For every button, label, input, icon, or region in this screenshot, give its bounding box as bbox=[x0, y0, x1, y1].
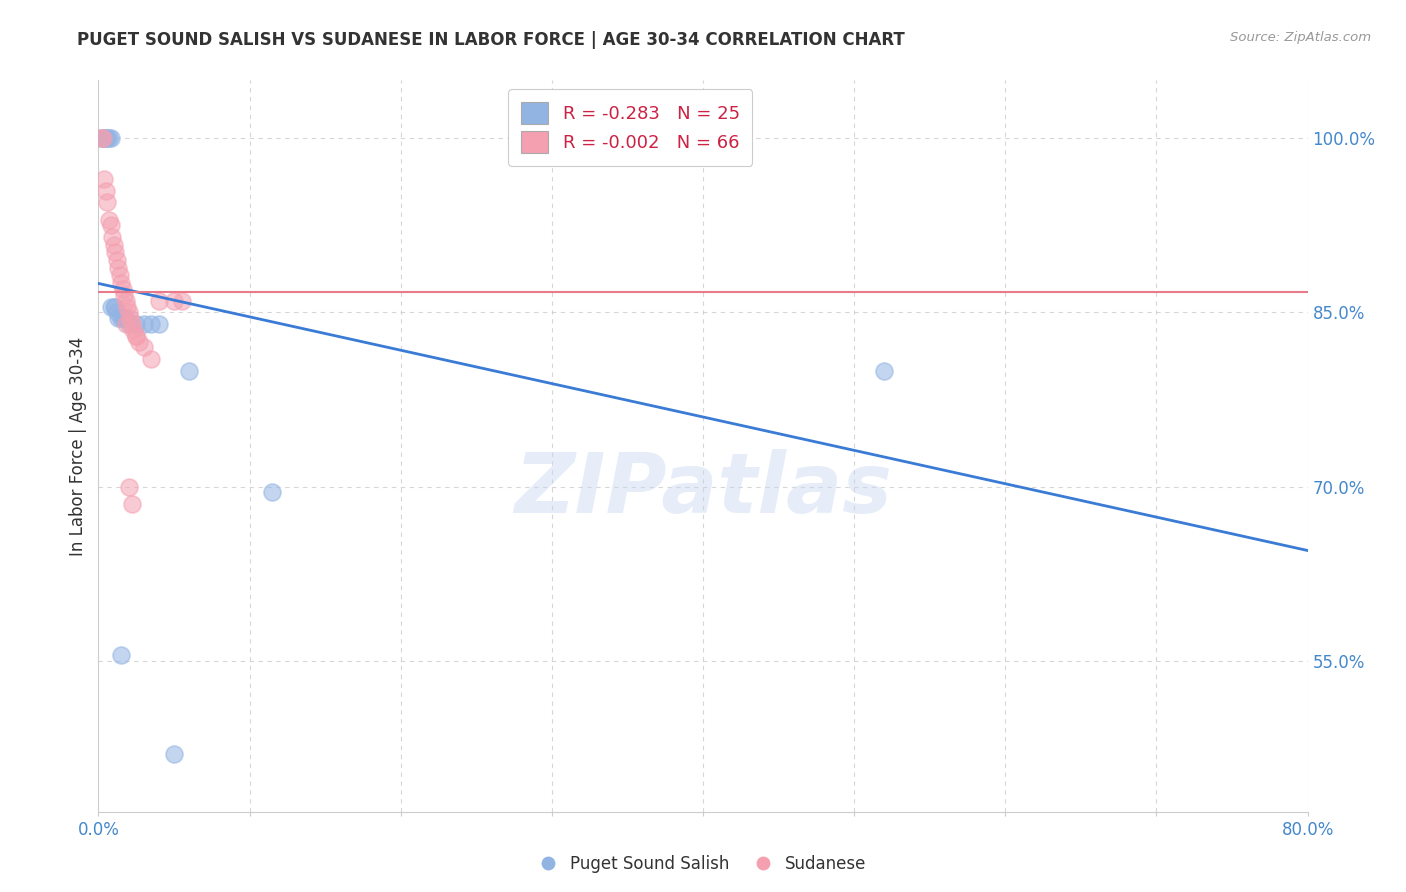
Point bbox=[170, 293, 193, 308]
Point bbox=[105, 253, 128, 268]
Legend: Puget Sound Salish, Sudanese: Puget Sound Salish, Sudanese bbox=[533, 848, 873, 880]
Point bbox=[118, 480, 141, 494]
Point bbox=[125, 328, 148, 343]
Legend: R = -0.283   N = 25, R = -0.002   N = 66: R = -0.283 N = 25, R = -0.002 N = 66 bbox=[509, 89, 752, 166]
Point bbox=[91, 131, 114, 145]
Point bbox=[98, 212, 121, 227]
Point bbox=[104, 245, 127, 260]
Point bbox=[94, 131, 117, 145]
Point bbox=[118, 317, 141, 331]
Text: Source: ZipAtlas.com: Source: ZipAtlas.com bbox=[1230, 31, 1371, 45]
Point bbox=[122, 323, 145, 337]
Point bbox=[93, 131, 115, 145]
Point bbox=[110, 277, 132, 291]
Point bbox=[112, 311, 135, 326]
Point bbox=[96, 195, 118, 210]
Point bbox=[141, 317, 163, 331]
Point bbox=[94, 184, 117, 198]
Point bbox=[100, 300, 122, 314]
Point bbox=[100, 131, 122, 145]
Point bbox=[148, 317, 170, 331]
Point bbox=[132, 340, 155, 354]
Y-axis label: In Labor Force | Age 30-34: In Labor Force | Age 30-34 bbox=[69, 336, 87, 556]
Point bbox=[111, 282, 134, 296]
Point bbox=[90, 131, 112, 145]
Point bbox=[114, 317, 136, 331]
Point bbox=[91, 131, 114, 145]
Point bbox=[112, 288, 135, 302]
Point bbox=[148, 293, 170, 308]
Point bbox=[118, 305, 141, 319]
Point bbox=[114, 311, 136, 326]
Point bbox=[96, 131, 118, 145]
Point bbox=[103, 300, 125, 314]
Point bbox=[110, 311, 132, 326]
Point bbox=[132, 317, 155, 331]
Point bbox=[141, 351, 163, 366]
Point bbox=[125, 317, 148, 331]
Point bbox=[107, 311, 129, 326]
Point bbox=[121, 317, 143, 331]
Point bbox=[179, 363, 201, 377]
Point bbox=[262, 485, 284, 500]
Point bbox=[105, 305, 128, 319]
Point bbox=[107, 261, 129, 276]
Point bbox=[104, 300, 127, 314]
Text: ZIPatlas: ZIPatlas bbox=[515, 450, 891, 531]
Point bbox=[873, 363, 896, 377]
Point bbox=[163, 293, 186, 308]
Point bbox=[163, 747, 186, 761]
Point bbox=[110, 648, 132, 662]
Point bbox=[98, 131, 121, 145]
Point bbox=[111, 311, 134, 326]
Point bbox=[93, 172, 115, 186]
Point bbox=[115, 300, 138, 314]
Point bbox=[125, 328, 148, 343]
Point bbox=[128, 334, 150, 349]
Point bbox=[108, 268, 131, 283]
Point bbox=[121, 497, 143, 511]
Point bbox=[101, 230, 124, 244]
Point bbox=[90, 131, 112, 145]
Point bbox=[114, 293, 136, 308]
Point bbox=[103, 238, 125, 252]
Point bbox=[100, 219, 122, 233]
Text: PUGET SOUND SALISH VS SUDANESE IN LABOR FORCE | AGE 30-34 CORRELATION CHART: PUGET SOUND SALISH VS SUDANESE IN LABOR … bbox=[77, 31, 905, 49]
Point bbox=[120, 311, 142, 326]
